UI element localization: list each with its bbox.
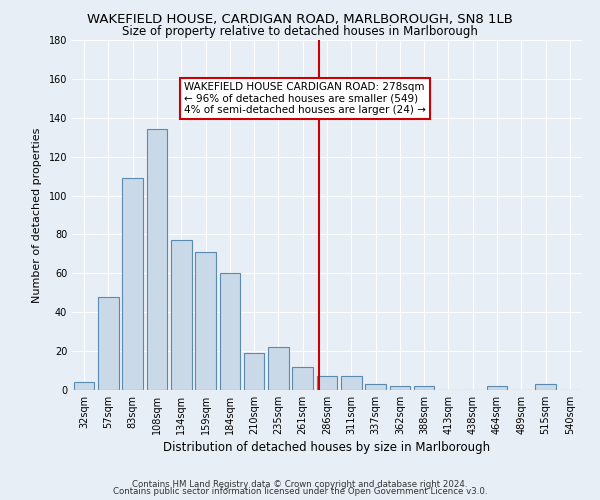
Bar — [122, 178, 143, 390]
Bar — [268, 347, 289, 390]
Bar — [414, 386, 434, 390]
Text: WAKEFIELD HOUSE, CARDIGAN ROAD, MARLBOROUGH, SN8 1LB: WAKEFIELD HOUSE, CARDIGAN ROAD, MARLBORO… — [87, 12, 513, 26]
Bar — [535, 384, 556, 390]
Bar — [74, 382, 94, 390]
Bar — [341, 376, 362, 390]
Text: Contains public sector information licensed under the Open Government Licence v3: Contains public sector information licen… — [113, 487, 487, 496]
X-axis label: Distribution of detached houses by size in Marlborough: Distribution of detached houses by size … — [163, 441, 491, 454]
Bar — [146, 130, 167, 390]
Bar — [220, 274, 240, 390]
Bar — [292, 366, 313, 390]
Text: Contains HM Land Registry data © Crown copyright and database right 2024.: Contains HM Land Registry data © Crown c… — [132, 480, 468, 489]
Bar — [244, 353, 265, 390]
Bar — [389, 386, 410, 390]
Y-axis label: Number of detached properties: Number of detached properties — [32, 128, 41, 302]
Bar — [171, 240, 191, 390]
Text: Size of property relative to detached houses in Marlborough: Size of property relative to detached ho… — [122, 25, 478, 38]
Bar — [98, 296, 119, 390]
Bar — [365, 384, 386, 390]
Text: WAKEFIELD HOUSE CARDIGAN ROAD: 278sqm
← 96% of detached houses are smaller (549): WAKEFIELD HOUSE CARDIGAN ROAD: 278sqm ← … — [184, 82, 426, 115]
Bar — [317, 376, 337, 390]
Bar — [487, 386, 508, 390]
Bar — [195, 252, 216, 390]
